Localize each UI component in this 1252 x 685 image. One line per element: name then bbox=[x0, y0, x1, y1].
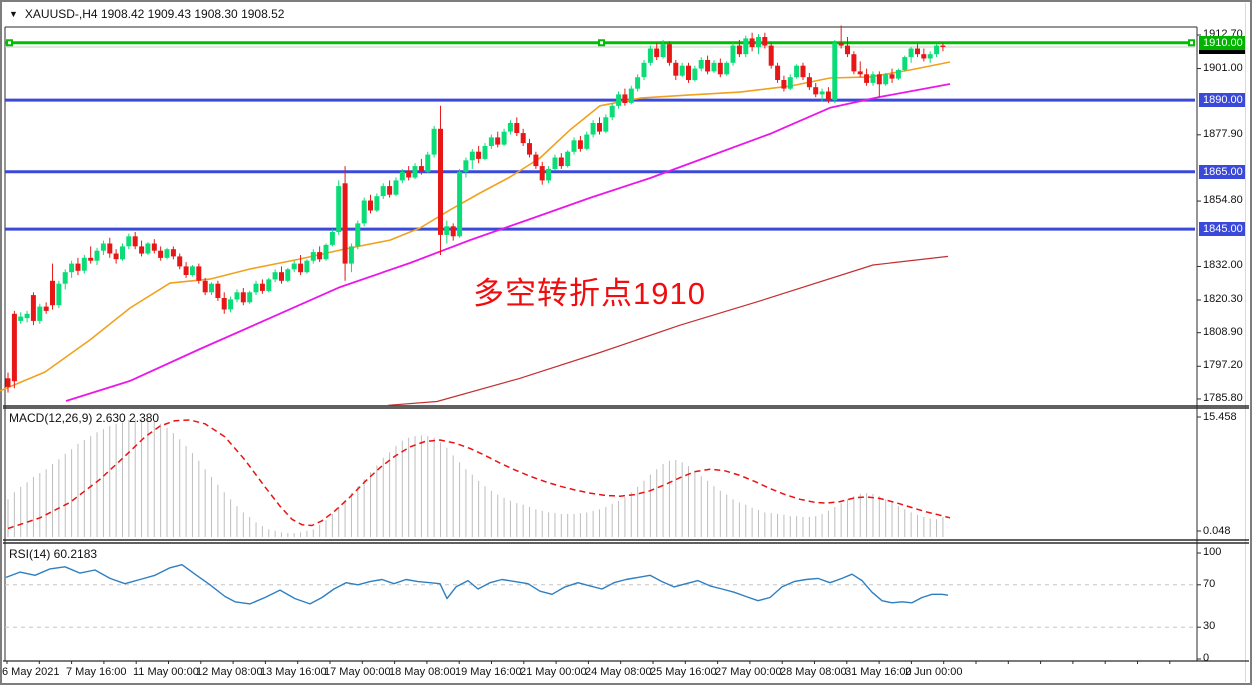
price-tag-1865.00: 1865.00 bbox=[1199, 164, 1245, 179]
chart-title-bar: ▼ XAUUSD-,H4 1908.42 1909.43 1908.30 1908… bbox=[3, 3, 1193, 25]
time-axis-label: 21 May 00:00 bbox=[520, 666, 587, 678]
time-axis-label: 2 Jun 00:00 bbox=[905, 666, 963, 678]
time-axis-label: 17 May 00:00 bbox=[324, 666, 391, 678]
price-axis-tick-label: 1901.00 bbox=[1203, 61, 1243, 74]
symbol-ohlc-title: XAUUSD-,H4 1908.42 1909.43 1908.30 1908.… bbox=[24, 7, 285, 21]
rsi-indicator-label: RSI(14) 60.2183 bbox=[9, 547, 98, 561]
price-axis-tick-label: 1820.30 bbox=[1203, 293, 1243, 305]
rsi-axis-label: 30 bbox=[1203, 620, 1216, 633]
time-axis-label: 12 May 08:00 bbox=[196, 666, 263, 678]
price-tag-1845.00: 1845.00 bbox=[1199, 222, 1245, 237]
symbol-dropdown-icon[interactable]: ▼ bbox=[9, 9, 18, 19]
long-trend-red[interactable] bbox=[387, 255, 949, 406]
chart-annotation-text[interactable]: 多空转折点1910 bbox=[473, 276, 706, 311]
price-axis-tick-label: 1785.80 bbox=[1203, 391, 1243, 404]
time-axis-label: 19 May 16:00 bbox=[455, 666, 522, 678]
time-axis-label: 24 May 08:00 bbox=[585, 666, 652, 678]
rsi-axis-label: 0 bbox=[1203, 652, 1210, 664]
time-axis-label: 7 May 16:00 bbox=[66, 666, 127, 678]
time-axis-label: 31 May 16:00 bbox=[845, 666, 912, 678]
time-axis-label: 27 May 00:00 bbox=[715, 666, 782, 678]
macd-signal-line[interactable] bbox=[7, 419, 951, 530]
time-axis-label: 25 May 16:00 bbox=[650, 666, 717, 678]
time-axis-label: 18 May 08:00 bbox=[389, 666, 456, 678]
price-tag-1890.00: 1890.00 bbox=[1199, 93, 1245, 108]
ma-fast-orange[interactable] bbox=[0, 61, 951, 392]
price-axis-tick-label: 1854.80 bbox=[1203, 194, 1243, 207]
price-axis-tick-label: 1832.00 bbox=[1203, 259, 1243, 272]
time-axis-label: 11 May 00:00 bbox=[133, 666, 199, 678]
price-axis-tick-label: 1808.90 bbox=[1203, 325, 1243, 338]
macd-axis-min: 0.048 bbox=[1203, 525, 1231, 537]
macd-axis-max: 15.458 bbox=[1203, 411, 1237, 423]
time-axis-label: 28 May 08:00 bbox=[780, 666, 847, 678]
candles-layer[interactable] bbox=[5, 25, 946, 393]
time-axis-label: 6 May 2021 bbox=[2, 666, 60, 678]
ma-slow-magenta[interactable] bbox=[65, 83, 951, 402]
price-tag-1910.00: 1910.00 bbox=[1199, 35, 1245, 50]
rsi-axis-label: 100 bbox=[1203, 546, 1222, 558]
macd-histogram bbox=[7, 418, 944, 537]
horizontal-lines-layer[interactable] bbox=[5, 39, 1195, 231]
rsi-line[interactable] bbox=[5, 564, 949, 605]
price-axis-tick-label: 1797.20 bbox=[1203, 359, 1243, 372]
rsi-axis-label: 70 bbox=[1203, 577, 1216, 590]
macd-indicator-label: MACD(12,26,9) 2.630 2.380 bbox=[9, 411, 160, 425]
axis-right-divider bbox=[1245, 3, 1246, 682]
price-axis-tick-label: 1877.90 bbox=[1203, 127, 1243, 140]
time-axis-label: 13 May 16:00 bbox=[260, 666, 327, 678]
